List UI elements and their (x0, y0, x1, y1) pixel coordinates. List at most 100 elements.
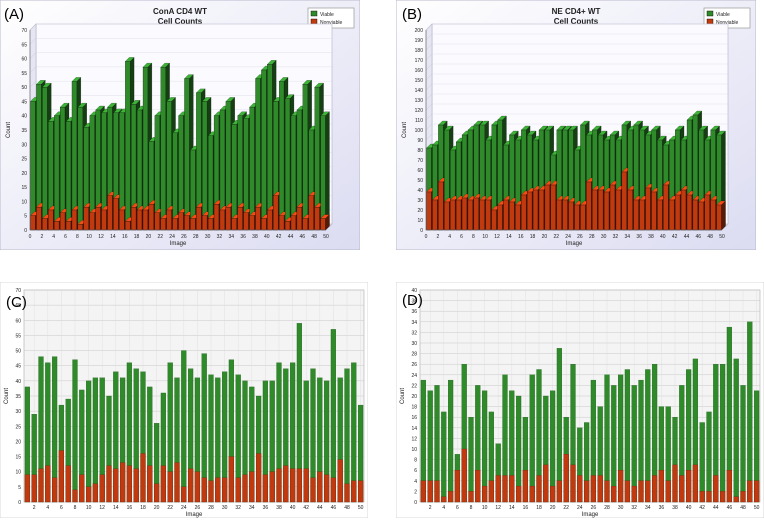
bar-nonviable (42, 218, 48, 231)
x-tick-label: 28 (193, 234, 199, 240)
bar-nonviable (624, 480, 630, 503)
bar-nonviable (426, 191, 432, 231)
x-tick-label: 32 (217, 234, 223, 240)
bar-nonviable (467, 199, 473, 231)
x-tick-label: 46 (727, 505, 733, 511)
x-tick-label: 6 (64, 234, 67, 240)
bar-nonviable (279, 215, 285, 231)
bar-viable (54, 115, 60, 231)
bar-nonviable (160, 218, 166, 231)
y-tick-label: 60 (15, 318, 21, 324)
bar-nonviable (24, 474, 30, 503)
bar-nonviable (296, 207, 302, 231)
bar-nonviable (228, 456, 234, 503)
x-tick-label: 14 (110, 234, 116, 240)
y-tick-label: 5 (18, 485, 21, 491)
bar-nonviable (324, 474, 330, 503)
x-tick-label: 6 (460, 234, 463, 240)
bar-nonviable (83, 207, 89, 231)
bar-nonviable (174, 462, 180, 503)
bar-nonviable (58, 450, 64, 503)
bar-nonviable (99, 474, 105, 503)
bar-nonviable (330, 477, 336, 503)
bar-nonviable (154, 483, 160, 503)
x-tick-label: 50 (719, 234, 725, 240)
legend-swatch-nonviable (706, 18, 714, 25)
bar-nonviable (645, 187, 651, 231)
y-tick-label: 180 (415, 48, 424, 54)
x-tick-label: 6 (60, 505, 63, 511)
bar-nonviable (242, 474, 248, 503)
x-tick-label: 10 (482, 234, 488, 240)
x-tick-label: 24 (577, 505, 583, 511)
bar-nonviable (89, 212, 95, 231)
y-tick-label: 20 (411, 394, 417, 400)
bar-nonviable (284, 221, 291, 231)
y-tick-label: 0 (18, 500, 21, 506)
y-tick-label: 50 (15, 349, 21, 355)
bar-viable (302, 84, 308, 231)
y-tick-label: 50 (21, 85, 27, 91)
bar-viable (448, 379, 454, 503)
bar-viable (202, 101, 208, 231)
bar-nonviable (485, 199, 491, 231)
x-tick-label: 48 (344, 505, 350, 511)
x-tick-label: 30 (222, 505, 228, 511)
bar-nonviable (235, 477, 241, 503)
bar-nonviable (686, 470, 692, 503)
bar-nonviable (663, 184, 669, 231)
y-tick-label: 16 (411, 415, 417, 421)
y-tick-label: 40 (21, 114, 27, 120)
bar-nonviable (72, 489, 78, 503)
x-tick-label: 12 (494, 234, 500, 240)
bar-nonviable (303, 468, 309, 503)
y-tick-label: 50 (417, 178, 423, 184)
bar-nonviable (706, 491, 712, 503)
legend-swatch-nonviable (310, 18, 318, 25)
y-tick-label: 110 (415, 118, 423, 124)
bar-nonviable (147, 465, 153, 503)
bar-nonviable (60, 212, 66, 231)
bar-viable (86, 380, 92, 503)
bar-nonviable (639, 199, 645, 231)
bar-nonviable (713, 475, 719, 503)
x-tick-label: 4 (52, 234, 55, 240)
bar-nonviable (225, 207, 231, 231)
bar-nonviable (556, 199, 562, 231)
bar-nonviable (574, 204, 580, 231)
x-tick-label: 20 (146, 234, 152, 240)
y-gridline (29, 38, 37, 45)
y-tick-label: 200 (415, 28, 424, 34)
bar-nonviable (580, 204, 586, 231)
x-tick-label: 42 (276, 234, 282, 240)
y-tick-label: 5 (24, 214, 27, 220)
y-tick-label: 65 (15, 303, 21, 309)
x-tick-label: 4 (448, 234, 451, 240)
bar-nonviable (515, 204, 521, 231)
y-gridline (425, 53, 433, 61)
bar-nonviable (136, 209, 143, 231)
x-tick-label: 4 (46, 505, 49, 511)
bar-nonviable (720, 491, 726, 503)
bar-nonviable (65, 221, 72, 231)
y-tick-label: 60 (21, 57, 27, 63)
y-tick-label: 10 (411, 447, 417, 453)
bar-nonviable (536, 475, 542, 503)
bar-nonviable (432, 199, 438, 231)
x-tick-label: 12 (495, 505, 501, 511)
x-tick-label: 48 (311, 234, 317, 240)
y-tick-label: 38 (411, 299, 417, 305)
y-tick-label: 14 (411, 426, 417, 432)
bar-nonviable (434, 480, 440, 503)
y-gridline (425, 93, 433, 101)
bar-nonviable (181, 486, 187, 503)
x-tick-label: 30 (618, 505, 624, 511)
x-tick-label: 50 (323, 234, 329, 240)
bar-nonviable (563, 454, 569, 503)
bar-viable (529, 374, 535, 503)
bar-nonviable (358, 480, 364, 503)
x-tick-label: 44 (713, 505, 719, 511)
y-gridline (425, 123, 433, 131)
bar-viable (261, 69, 267, 231)
bar-nonviable (65, 465, 71, 503)
